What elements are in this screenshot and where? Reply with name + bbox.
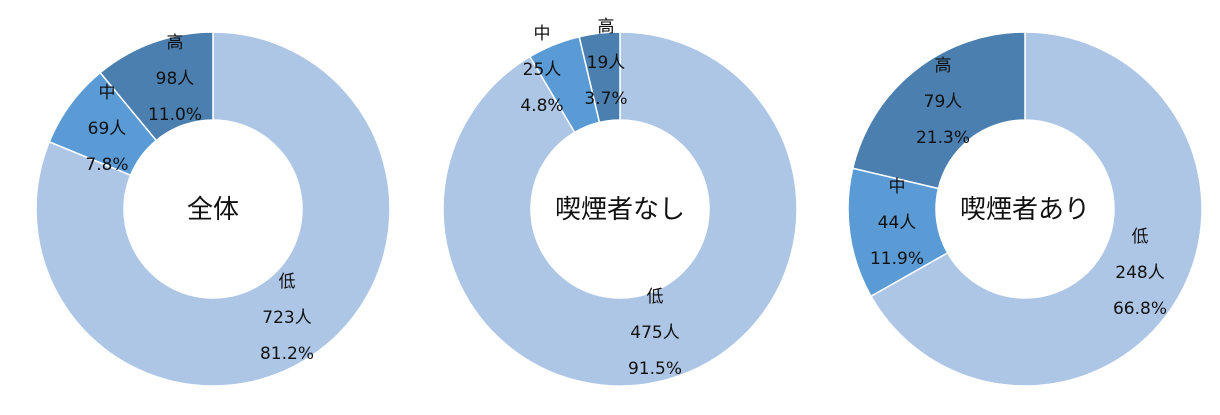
donut-all: 全体低 723人 81.2% 中 69人 7.8% 高 98人 11.0%: [35, 31, 391, 387]
slice-smoker-0: [869, 31, 1203, 387]
slice-all-0: [35, 31, 391, 387]
label-all-count-0: 723人: [262, 308, 311, 328]
label-smoker-category-2: 高: [935, 56, 952, 76]
label-all-category-2: 高: [167, 33, 184, 53]
slice-nonsmoker-0: [442, 31, 798, 387]
label-smoker-percent-2: 21.3%: [916, 128, 970, 148]
label-all-percent-0: 81.2%: [260, 344, 314, 364]
center-label-smoker: 喫煙者あり: [960, 195, 1090, 225]
slice-all-2: [99, 31, 214, 142]
slice-smoker-2: [851, 31, 1026, 190]
center-label-all: 全体: [187, 195, 239, 225]
label-all-count-2: 98人: [156, 69, 195, 89]
label-smoker-category-1: 中: [889, 177, 906, 197]
label-all-category-1: 中: [99, 83, 116, 103]
label-all-percent-2: 11.0%: [148, 105, 202, 125]
label-all-category-0: 低: [279, 272, 296, 292]
label-smoker-count-1: 44人: [878, 213, 917, 233]
label-nonsmoker-percent-1: 4.8%: [520, 96, 563, 116]
label-nonsmoker-category-2: 高: [598, 17, 615, 37]
label-nonsmoker-count-1: 25人: [523, 60, 562, 80]
label-smoker-category-0: 低: [1132, 227, 1149, 247]
label-nonsmoker-percent-2: 3.7%: [584, 89, 627, 109]
label-smoker-percent-1: 11.9%: [870, 249, 924, 269]
label-smoker-count-0: 248人: [1115, 263, 1164, 283]
label-smoker-percent-0: 66.8%: [1113, 299, 1167, 319]
center-label-nonsmoker: 喫煙者なし: [555, 195, 685, 225]
label-all-count-1: 69人: [88, 119, 127, 139]
label-nonsmoker-category-0: 低: [647, 287, 664, 307]
label-nonsmoker-percent-0: 91.5%: [628, 359, 682, 379]
label-nonsmoker-count-2: 19人: [587, 53, 626, 73]
label-all-percent-1: 7.8%: [85, 155, 128, 175]
label-nonsmoker-count-0: 475人: [630, 323, 679, 343]
slice-nonsmoker-2: [578, 31, 621, 124]
label-nonsmoker-category-1: 中: [534, 24, 551, 44]
label-smoker-count-2: 79人: [924, 92, 963, 112]
